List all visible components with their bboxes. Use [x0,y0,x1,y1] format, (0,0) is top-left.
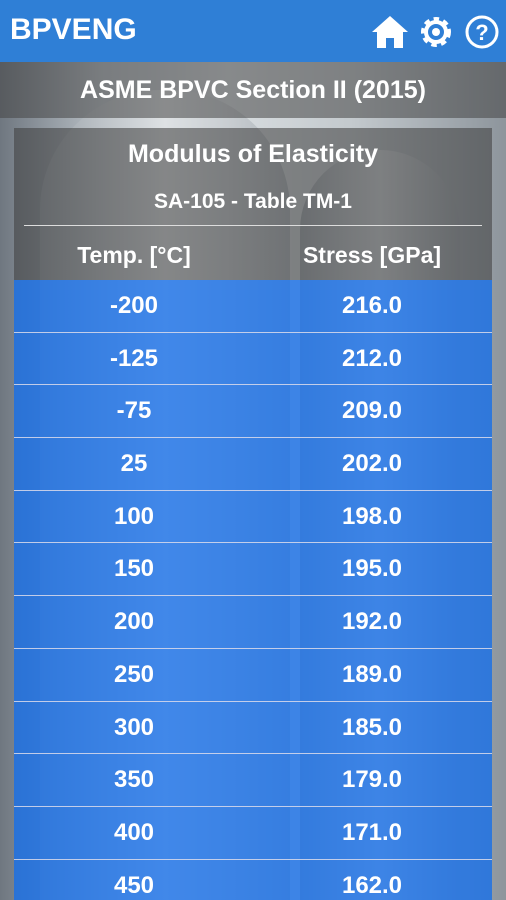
table-row: 150 195.0 [14,543,492,597]
column-header: Stress [GPa] [302,242,442,268]
table-cell: -125 [109,344,159,372]
table-cell: 195.0 [341,555,403,583]
table-cell: 450 [113,871,155,899]
table-cell: 200 [113,608,155,636]
table-cell: 189.0 [341,660,403,688]
app-title: BPVENG [10,13,137,46]
table-row: 100 198.0 [14,490,492,544]
settings-button[interactable] [421,17,451,47]
table-row: 450 162.0 [14,859,492,900]
table-cell: 300 [113,713,155,741]
column-header: Temp. [°C] [77,242,191,268]
svg-text:?: ? [475,20,488,45]
table-cell: 171.0 [341,818,403,846]
table-cell: 400 [113,818,155,846]
table-row: 25 202.0 [14,438,492,491]
table-cell: 250 [113,660,155,688]
table-cell: 162.0 [341,871,403,899]
table-row: 300 185.0 [14,701,492,755]
table-row: 400 171.0 [14,806,492,860]
home-button[interactable] [372,16,408,48]
table-cell: 100 [113,502,155,530]
table-cell: 179.0 [341,766,403,794]
table-row: -75 209.0 [14,385,492,439]
divider [24,225,482,226]
table-header-panel: Modulus of Elasticity SA-105 - Table TM-… [14,128,492,280]
table-title: Modulus of Elasticity [127,140,379,168]
table-cell: 25 [120,450,148,478]
table-cell: 212.0 [341,344,403,372]
table-row: 250 189.0 [14,648,492,702]
table-cell: 192.0 [341,608,403,636]
table-cell: -200 [109,292,159,319]
table-cell: 209.0 [341,397,403,425]
table-subtitle: SA-105 - Table TM-1 [154,190,352,213]
table-cell: 350 [113,766,155,794]
toolbar-icons: ? [372,15,499,49]
table-cell: 202.0 [341,450,403,478]
table-row: -125 212.0 [14,332,492,386]
app-bar: BPVENG ? [0,0,506,62]
table-cell: 185.0 [341,713,403,741]
help-button[interactable]: ? [465,15,499,49]
section-title: ASME BPVC Section II (2015) [0,62,506,118]
table-row: -200 216.0 [14,280,492,333]
table-cell: 198.0 [341,502,403,530]
table-row: 200 192.0 [14,596,492,649]
table-cell: -75 [116,397,152,425]
table: -200 216.0 -125 212.0 -75 209.0 25 202.0 100 198.… [14,280,492,900]
table-cell: 216.0 [341,292,403,319]
table-row: 350 179.0 [14,754,492,807]
table-cell: 150 [113,555,155,583]
